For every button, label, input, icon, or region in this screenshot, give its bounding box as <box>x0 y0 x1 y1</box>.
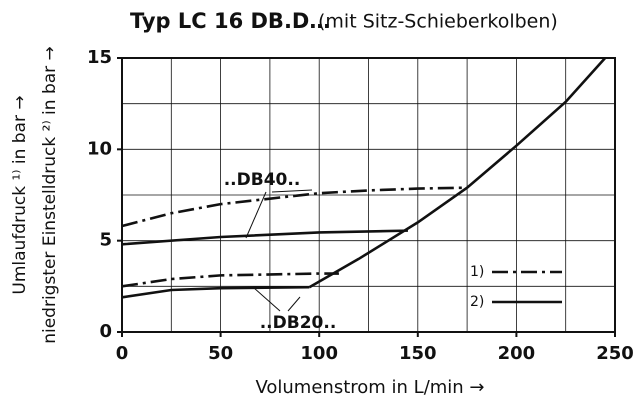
y-tick-label: 10 <box>87 138 112 159</box>
x-tick-label: 150 <box>399 343 437 364</box>
plot-frame <box>121 57 616 333</box>
line-series <box>121 186 468 228</box>
line-series <box>308 57 607 289</box>
annotation: ..DB40.. <box>224 170 301 190</box>
annotation: ..DB20.. <box>260 313 337 333</box>
legend-label: 2) <box>470 294 484 310</box>
y-tick-label: 15 <box>87 47 112 68</box>
leader-lines <box>245 189 313 312</box>
y-tick-label: 0 <box>99 321 112 342</box>
line-series <box>121 285 310 299</box>
x-tick-label: 100 <box>300 343 338 364</box>
x-tick-label: 200 <box>498 343 536 364</box>
chart-title: Typ LC 16 DB.D… <box>130 9 330 33</box>
y-axis-label: niedrigster Einstelldruck ²⁾ in bar → <box>40 46 60 344</box>
line-series <box>121 229 408 246</box>
chart-subtitle: (mit Sitz-Schieberkolben) <box>318 11 558 33</box>
y-tick-label: 5 <box>99 230 112 251</box>
x-tick-label: 250 <box>596 343 634 364</box>
x-tick-label: 50 <box>208 343 233 364</box>
y-axis-label: Umlaufdruck ¹⁾ in bar → <box>10 95 30 294</box>
line-series <box>121 272 339 288</box>
legend-label: 1) <box>470 264 484 280</box>
x-tick-label: 0 <box>116 343 129 364</box>
x-axis-label: Volumenstrom in L/min → <box>255 377 484 398</box>
